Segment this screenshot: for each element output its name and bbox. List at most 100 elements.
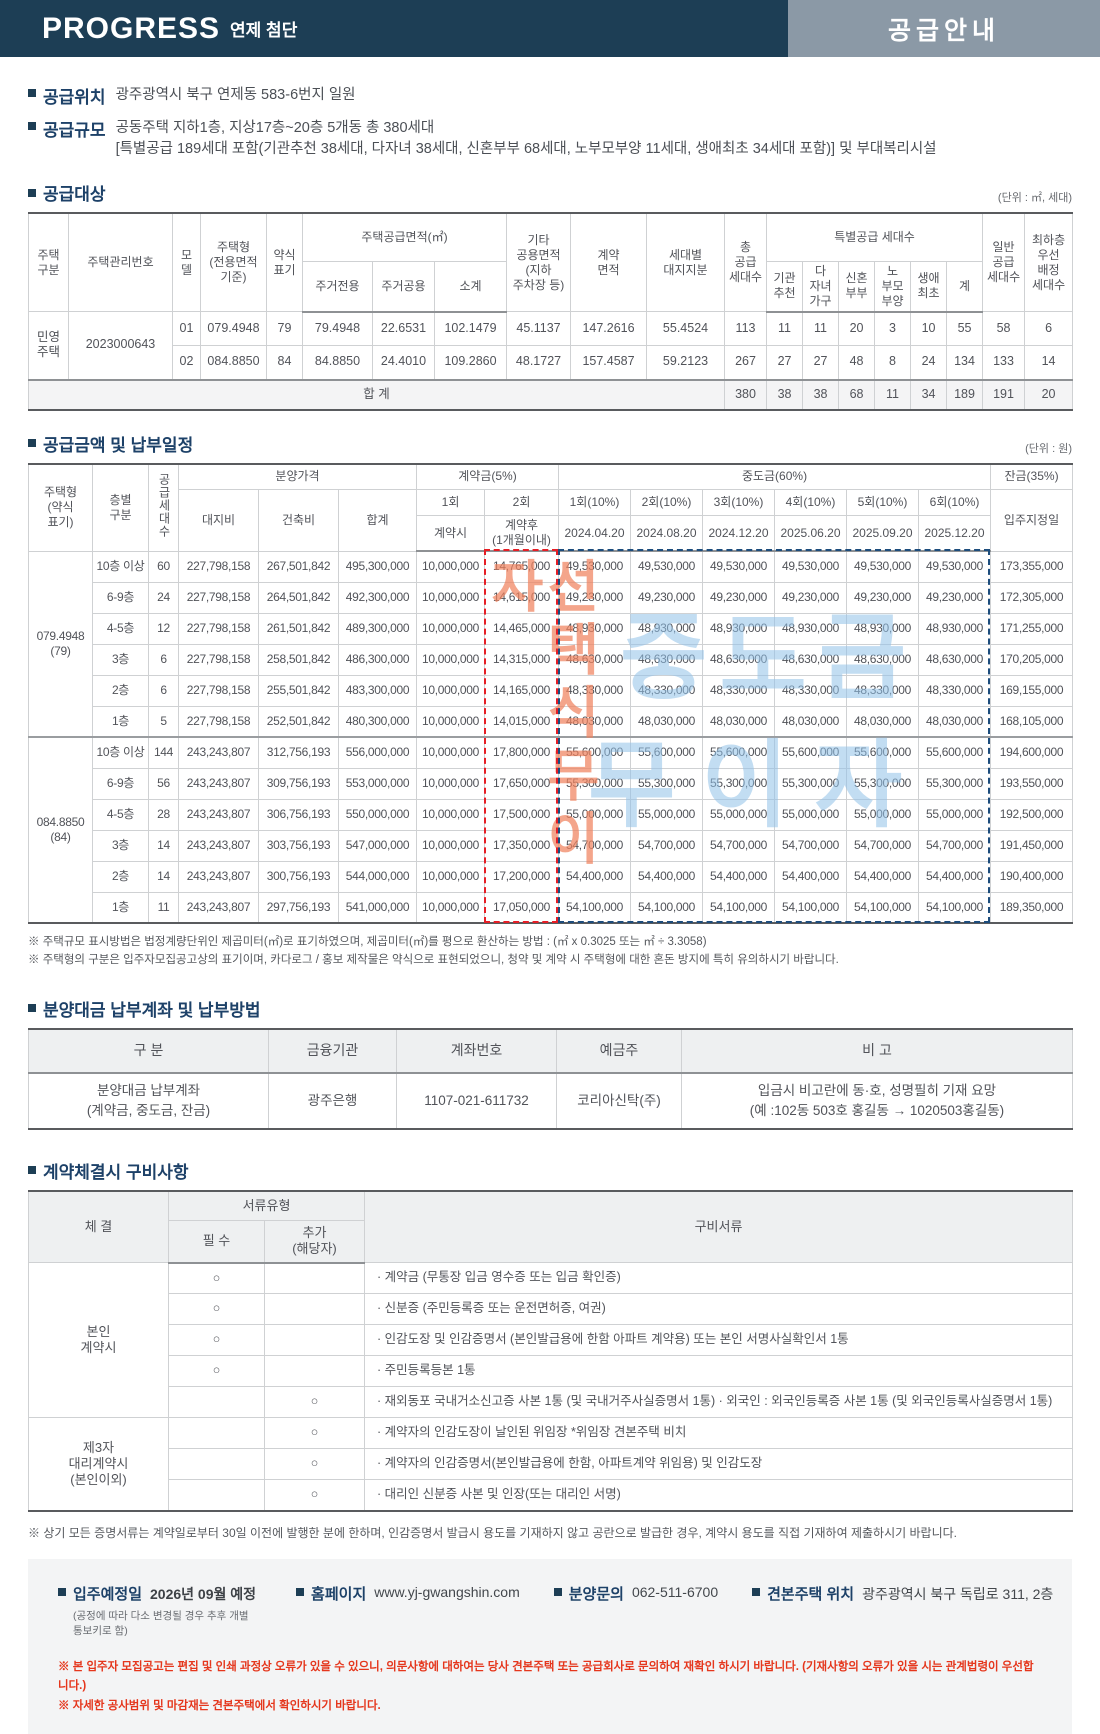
table-cell: 541,000,000 <box>338 891 417 924</box>
col-header: 서류유형 <box>168 1190 365 1222</box>
table-cell: 10,000,000 <box>416 674 485 707</box>
movein-date-block: 입주예정일 2026년 09월 예정 (공정에 따라 다소 변경될 경우 추후 … <box>58 1583 256 1638</box>
table-row: 3층 6 227,798,158 258,501,842 486,300,000 10,0… <box>29 643 1074 676</box>
table-cell: 489,300,000 <box>338 612 417 645</box>
table-cell: 309,756,193 <box>258 767 339 800</box>
intro-section: 공급위치 광주광역시 북구 연제동 583-6번지 일원 공급규모 공동주택 지… <box>28 83 1072 160</box>
table-cell: 48,030,000 <box>630 705 703 738</box>
table-row: 본인 계약시 ○ · 계약금 (무통장 입금 영수증 또는 입금 확인증) <box>28 1262 1073 1419</box>
table-cell: 547,000,000 <box>338 829 417 862</box>
table-cell: 171,255,000 <box>990 612 1074 645</box>
table-cell: 144 <box>148 736 179 769</box>
table-cell: 14,615,000 <box>484 581 559 614</box>
table-cell: 49,530,000 <box>558 550 631 583</box>
col-header: 6회(10%) <box>917 489 992 517</box>
table-cell: ○ <box>264 1448 365 1481</box>
col-header: 계약 면적 <box>570 212 648 313</box>
payment-note-2: ※ 주택형의 구분은 입주자모집공고상의 표기이며, 카다로그 / 홍보 제작물… <box>28 953 839 966</box>
table-cell: 190,400,000 <box>990 860 1074 893</box>
col-header: 2025.06.20 <box>774 515 847 553</box>
table-cell: 227,798,158 <box>178 705 259 738</box>
table-cell: 4-5층 <box>92 798 149 831</box>
col-header: 계약시 <box>416 515 485 553</box>
table-cell <box>168 1448 265 1481</box>
table-cell: 12 <box>148 612 179 645</box>
table-cell: 55,300,000 <box>558 767 631 800</box>
account-holder-cell: 코리아신탁(주) <box>556 1072 682 1130</box>
table-cell: 079.4948 (79) <box>28 550 93 738</box>
table-cell: 49,230,000 <box>702 581 775 614</box>
col-header: 생애 최초 <box>910 260 948 313</box>
table-cell: 38 <box>802 378 840 411</box>
table-cell: 380 <box>724 378 768 411</box>
table-cell: 54,400,000 <box>702 860 775 893</box>
table-cell: 255,501,842 <box>258 674 339 707</box>
table-cell: 54,700,000 <box>846 829 919 862</box>
table-cell: 17,800,000 <box>484 736 559 769</box>
table-cell: 191 <box>982 378 1026 411</box>
table-cell: 306,756,193 <box>258 798 339 831</box>
col-header: 구비서류 <box>364 1190 1073 1264</box>
table-cell: 48,630,000 <box>702 643 775 676</box>
col-header: 총 공급 세대수 <box>724 212 768 313</box>
table-cell: 10,000,000 <box>416 829 485 862</box>
table-cell: · 계약자의 인감증명서(본인발급용에 한함, 아파트계약 위임용) 및 인감도… <box>364 1448 1073 1481</box>
table-cell: 191,450,000 <box>990 829 1074 862</box>
table-row: 084.8850 (84) 10층 이상 144 243,243,807 312,756… <box>28 736 1074 924</box>
table-cell: 48 <box>838 345 876 381</box>
table-cell: 113 <box>724 311 768 347</box>
table-cell: 54,700,000 <box>630 829 703 862</box>
table-cell: 11 <box>148 891 179 924</box>
payment-schedule-table: 주택형 (약식 표기) 층별 구분 공급세대수 분양가격 계약금(5%) 중도금… <box>28 462 1074 925</box>
table-row: ○ · 계약자의 인감증명서(본인발급용에 한함, 아파트계약 위임용) 및 인감… <box>29 1448 1073 1481</box>
table-cell: 55,300,000 <box>702 767 775 800</box>
table-cell: 14 <box>148 860 179 893</box>
col-header: 3회(10%) <box>702 489 775 517</box>
table-cell: 084.8850 <box>200 345 267 381</box>
contract-requirements-table: 체 결 서류유형 구비서류 필 수 추가 (해당자) 본인 계약시 ○ · 계약금 … <box>28 1189 1073 1512</box>
col-header: 기타 공용면적 (지하 주차장 등) <box>506 212 572 313</box>
account-remark-cell: 입금시 비고란에 동·호, 성명필히 기재 요망 (예 :102동 503호 홍… <box>681 1072 1073 1130</box>
table-cell: 133 <box>982 345 1026 381</box>
table-cell: 55,600,000 <box>846 736 919 769</box>
payment-account-section: 분양대금 납부계좌 및 납부방법 구 분 금융기관 계좌번호 예금주 비 고 분… <box>28 996 1073 1130</box>
table-cell: 49,230,000 <box>630 581 703 614</box>
table-cell: 480,300,000 <box>338 705 417 738</box>
table-cell: 14,165,000 <box>484 674 559 707</box>
table-cell: 54,700,000 <box>774 829 847 862</box>
table-cell: ○ <box>264 1479 365 1512</box>
table-cell: 192,500,000 <box>990 798 1074 831</box>
table-cell: 54,400,000 <box>630 860 703 893</box>
table-cell: 157.4587 <box>570 345 648 381</box>
table-cell <box>264 1262 365 1295</box>
square-bullet-icon <box>28 439 36 448</box>
col-header: 2024.04.20 <box>558 515 631 553</box>
table-cell: 48,330,000 <box>630 674 703 707</box>
table-cell: 14,315,000 <box>484 643 559 676</box>
square-bullet-icon <box>752 1587 761 1596</box>
table-cell: 제3자 대리계약시 (본인이외) <box>28 1417 169 1512</box>
table-row: ○ · 재외동포 국내거소신고증 사본 1통 (및 국내거주사실증명서 1통) ·… <box>29 1386 1073 1419</box>
table-row: 4-5층 28 243,243,807 306,756,193 550,000,000 1… <box>29 798 1074 831</box>
table-cell: 48,030,000 <box>774 705 847 738</box>
brand-subtitle: 연제 첨단 <box>230 21 298 40</box>
table-cell: 54,100,000 <box>774 891 847 924</box>
table-cell: 48.1727 <box>506 345 572 381</box>
table-cell: 55,300,000 <box>630 767 703 800</box>
footer-disclaimers: ※ 본 입주자 모집공고는 편집 및 인쇄 과정상 오류가 있을 수 있으니, … <box>58 1658 1042 1717</box>
table-cell: 267,501,842 <box>258 550 339 583</box>
table-cell: 48,330,000 <box>774 674 847 707</box>
table-cell: 109.2860 <box>433 345 508 381</box>
table-cell: 48,030,000 <box>702 705 775 738</box>
table-cell: 14,015,000 <box>484 705 559 738</box>
supply-scale-line1: 공동주택 지하1층, 지상17층~20층 5개동 총 380세대 <box>115 120 435 136</box>
table-cell: ○ <box>168 1355 265 1388</box>
table-cell: 10층 이상 <box>92 736 149 769</box>
table-cell: 2층 <box>92 674 149 707</box>
table-cell <box>168 1386 265 1419</box>
table-cell <box>168 1479 265 1512</box>
square-bullet-icon <box>28 89 36 97</box>
table-row: ○ · 대리인 신분증 사본 및 인장(또는 대리인 서명) <box>29 1479 1073 1512</box>
table-cell: 084.8850 (84) <box>28 736 93 924</box>
table-row: ○ · 인감도장 및 인감증명서 (본인발급용에 한함 아파트 계약용) 또는 본… <box>29 1324 1073 1357</box>
